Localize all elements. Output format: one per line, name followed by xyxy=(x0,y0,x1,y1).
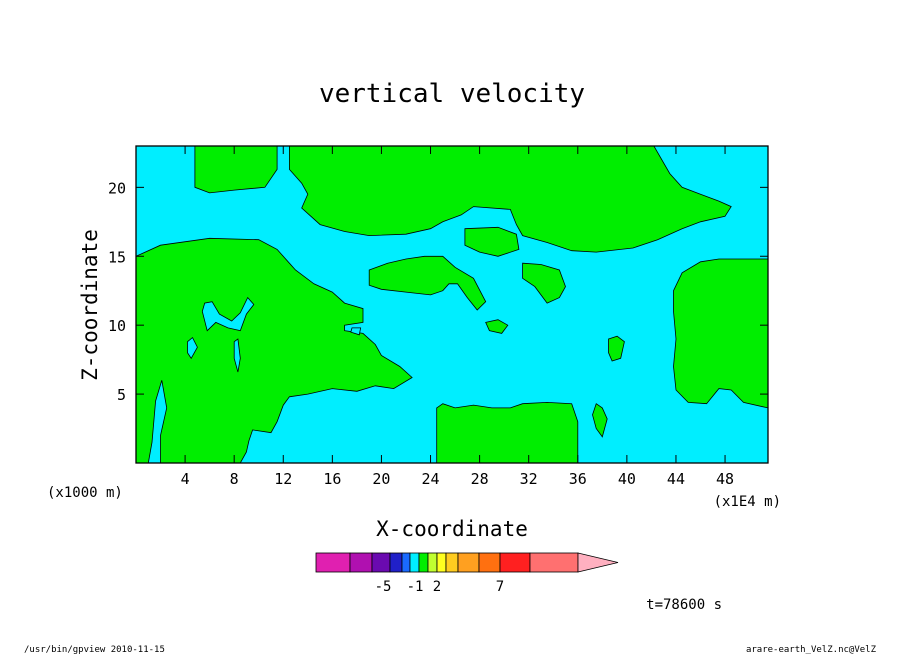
contour-regions xyxy=(135,145,769,464)
footer-right: arare-earth_VelZ.nc@VelZ xyxy=(746,645,877,654)
x-tick-label: 24 xyxy=(421,470,439,488)
colorbar-tick-label: 2 xyxy=(433,579,441,595)
x-tick-label: 8 xyxy=(230,470,239,488)
colorbar-arrow xyxy=(577,552,619,573)
contour-region-negative xyxy=(201,296,255,332)
colorbar-tick-label: 7 xyxy=(496,579,504,595)
colorbar-cell xyxy=(315,552,351,573)
footer-left: /usr/bin/gpview 2010-11-15 xyxy=(24,645,165,654)
axis-ticks xyxy=(136,146,768,463)
contour-region-positive xyxy=(464,226,520,257)
contour-region-positive xyxy=(368,255,487,311)
colorbar-cell xyxy=(427,552,438,573)
x-tick-label: 36 xyxy=(569,470,587,488)
colorbar-cell xyxy=(409,552,420,573)
contour-region-positive xyxy=(194,145,278,194)
colorbar-tick-label: -1 xyxy=(407,579,424,595)
contour-region-positive xyxy=(522,262,566,304)
x-tick-label: 12 xyxy=(274,470,292,488)
colorbar-cell xyxy=(499,552,531,573)
y-axis-label: Z-coordinate xyxy=(78,229,102,381)
x-tick-label: 48 xyxy=(716,470,734,488)
x-tick-label: 20 xyxy=(372,470,390,488)
colorbar-cell xyxy=(349,552,373,573)
contour-region-negative xyxy=(233,338,241,373)
colorbar-cell xyxy=(436,552,447,573)
colorbar xyxy=(315,552,619,573)
contour-region-positive xyxy=(135,237,413,464)
contour-region-positive xyxy=(608,335,625,362)
colorbar-cell xyxy=(401,552,411,573)
y-axis-unit: (x1000 m) xyxy=(47,485,123,501)
plot-area xyxy=(135,145,769,464)
contour-region-negative xyxy=(147,380,168,464)
x-axis-unit: (x1E4 m) xyxy=(714,494,781,510)
colorbar-cell xyxy=(418,552,429,573)
contour-region-negative xyxy=(187,336,198,360)
x-tick-label: 40 xyxy=(618,470,636,488)
x-tick-label: 32 xyxy=(520,470,538,488)
colorbar-cell xyxy=(478,552,501,573)
plot-frame xyxy=(135,145,769,464)
x-tick-label: 28 xyxy=(471,470,489,488)
x-tick-label: 16 xyxy=(323,470,341,488)
contour-region-positive xyxy=(436,401,579,464)
colorbar-cell xyxy=(457,552,480,573)
time-label: t=78600 s xyxy=(646,597,722,613)
contour-region-positive xyxy=(592,403,608,438)
colorbar-cell xyxy=(529,552,579,573)
y-tick-label: 10 xyxy=(108,317,126,335)
x-axis-label: X-coordinate xyxy=(376,517,528,541)
colorbar-tick-labels: -5 -1 2 7 xyxy=(375,579,505,595)
contour-region-positive xyxy=(673,258,769,409)
colorbar-cell xyxy=(371,552,391,573)
colorbar-cell xyxy=(445,552,459,573)
colorbar-tick-label: -5 xyxy=(375,579,392,595)
chart-title: vertical velocity xyxy=(319,79,585,109)
x-tick-label: 44 xyxy=(667,470,685,488)
y-tick-label: 5 xyxy=(117,386,126,404)
y-tick-label: 15 xyxy=(108,248,126,266)
contour-region-negative xyxy=(350,327,362,336)
contour-region-positive xyxy=(288,145,732,253)
y-tick-label: 20 xyxy=(108,179,126,197)
x-tick-label: 4 xyxy=(181,470,190,488)
colorbar-cell xyxy=(389,552,403,573)
contour-region-positive xyxy=(485,319,509,334)
